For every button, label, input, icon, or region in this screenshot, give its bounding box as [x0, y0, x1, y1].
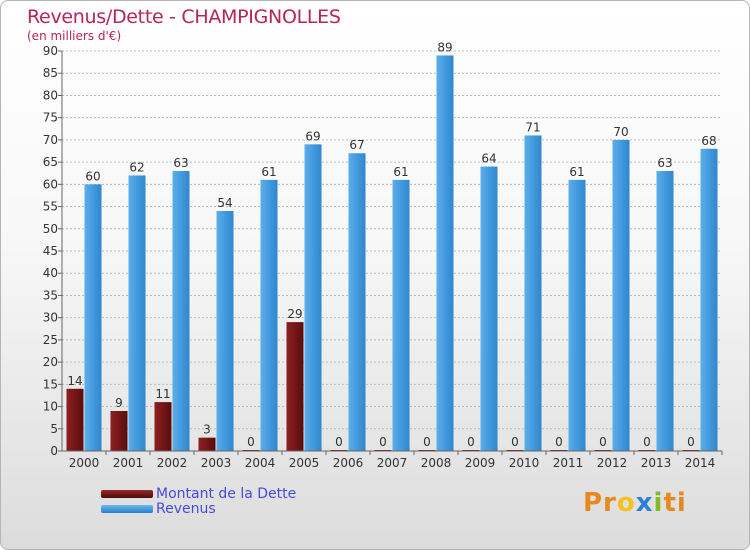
data-label-dette: 11 — [155, 387, 170, 401]
bar-revenus — [128, 175, 146, 451]
proxiti-logo: Proxiti — [583, 488, 687, 518]
bar-revenus — [568, 179, 586, 451]
bar-dette — [66, 388, 84, 451]
x-tick-label: 2005 — [289, 456, 320, 470]
bar-revenus — [612, 139, 630, 451]
legend-swatch-dette — [101, 490, 153, 498]
x-tick-label: 2007 — [377, 456, 408, 470]
y-tick-label: 20 — [43, 355, 58, 369]
x-tick-label: 2006 — [333, 456, 364, 470]
logo-part: x — [635, 488, 654, 518]
data-label-dette: 0 — [511, 435, 519, 449]
x-tick-label: 2003 — [201, 456, 232, 470]
data-label-revenus: 63 — [657, 156, 672, 170]
data-label-dette: 0 — [599, 435, 607, 449]
data-label-revenus: 54 — [217, 196, 232, 210]
bar-dette — [110, 411, 128, 451]
chart-title: Revenus/Dette - CHAMPIGNOLLES — [27, 6, 341, 28]
y-tick-label: 80 — [43, 88, 58, 102]
data-label-dette: 0 — [467, 435, 475, 449]
data-label-dette: 14 — [67, 374, 82, 388]
y-tick-label: 5 — [50, 422, 58, 436]
legend-label-dette: Montant de la Dette — [156, 486, 297, 502]
data-label-revenus: 89 — [437, 40, 452, 54]
legend-label-revenus: Revenus — [156, 501, 216, 517]
data-label-dette: 0 — [423, 435, 431, 449]
data-label-dette: 9 — [115, 396, 123, 410]
data-label-revenus: 61 — [261, 165, 276, 179]
y-tick-label: 45 — [43, 244, 58, 258]
x-tick-label: 2000 — [69, 456, 100, 470]
bar-revenus — [480, 166, 498, 452]
y-tick-label: 25 — [43, 333, 58, 347]
bar-revenus — [304, 144, 322, 452]
data-label-dette: 0 — [247, 435, 255, 449]
y-tick-label: 60 — [43, 177, 58, 191]
legend-swatch-revenus — [101, 505, 153, 513]
y-tick-label: 90 — [43, 44, 58, 58]
bar-revenus — [172, 171, 190, 451]
y-tick-label: 75 — [43, 111, 58, 125]
x-tick-label: 2010 — [509, 456, 540, 470]
x-tick-label: 2004 — [245, 456, 276, 470]
y-tick-label: 35 — [43, 288, 58, 302]
bar-dette — [198, 437, 216, 451]
bar-revenus — [524, 135, 542, 451]
x-tick-label: 2014 — [685, 456, 716, 470]
y-tick-label: 30 — [43, 311, 58, 325]
data-label-revenus: 63 — [173, 156, 188, 170]
chart-subtitle: (en milliers d'€) — [27, 29, 122, 43]
y-tick-label: 50 — [43, 222, 58, 236]
bar-revenus — [84, 184, 102, 452]
bar-dette — [286, 322, 304, 451]
x-tick-label: 2013 — [641, 456, 672, 470]
data-label-revenus: 69 — [305, 129, 320, 143]
data-label-dette: 29 — [287, 307, 302, 321]
logo-part: Pr — [583, 488, 617, 518]
y-tick-label: 10 — [43, 400, 58, 414]
bar-revenus — [656, 171, 674, 451]
data-label-dette: 0 — [555, 435, 563, 449]
bar-dette — [154, 402, 172, 451]
bar-revenus — [260, 179, 278, 451]
data-label-revenus: 62 — [129, 160, 144, 174]
x-tick-label: 2009 — [465, 456, 496, 470]
bar-revenus — [216, 211, 234, 451]
bar-revenus — [348, 153, 366, 451]
data-label-revenus: 60 — [85, 169, 100, 183]
x-tick-label: 2011 — [553, 456, 584, 470]
x-tick-label: 2012 — [597, 456, 628, 470]
y-tick-label: 65 — [43, 155, 58, 169]
bar-revenus — [436, 55, 454, 451]
data-label-revenus: 61 — [569, 165, 584, 179]
data-label-revenus: 71 — [525, 120, 540, 134]
logo-part: i — [653, 488, 664, 518]
data-label-dette: 3 — [203, 423, 211, 437]
data-label-dette: 0 — [379, 435, 387, 449]
x-tick-label: 2002 — [157, 456, 188, 470]
y-tick-label: 15 — [43, 377, 58, 391]
data-label-dette: 0 — [687, 435, 695, 449]
bar-revenus — [700, 148, 718, 451]
x-tick-label: 2001 — [113, 456, 144, 470]
data-label-revenus: 68 — [701, 134, 716, 148]
bar-revenus — [392, 179, 410, 451]
data-label-dette: 0 — [643, 435, 651, 449]
y-tick-label: 85 — [43, 66, 58, 80]
data-label-revenus: 64 — [481, 152, 496, 166]
x-tick-label: 2008 — [421, 456, 452, 470]
y-tick-label: 55 — [43, 200, 58, 214]
y-tick-label: 70 — [43, 133, 58, 147]
logo-part: o — [616, 488, 636, 518]
logo-part: ti — [663, 488, 687, 518]
data-label-revenus: 70 — [613, 125, 628, 139]
y-tick-label: 40 — [43, 266, 58, 280]
data-label-dette: 0 — [335, 435, 343, 449]
y-tick-label: 0 — [50, 444, 58, 458]
data-label-revenus: 61 — [393, 165, 408, 179]
data-label-revenus: 67 — [349, 138, 364, 152]
